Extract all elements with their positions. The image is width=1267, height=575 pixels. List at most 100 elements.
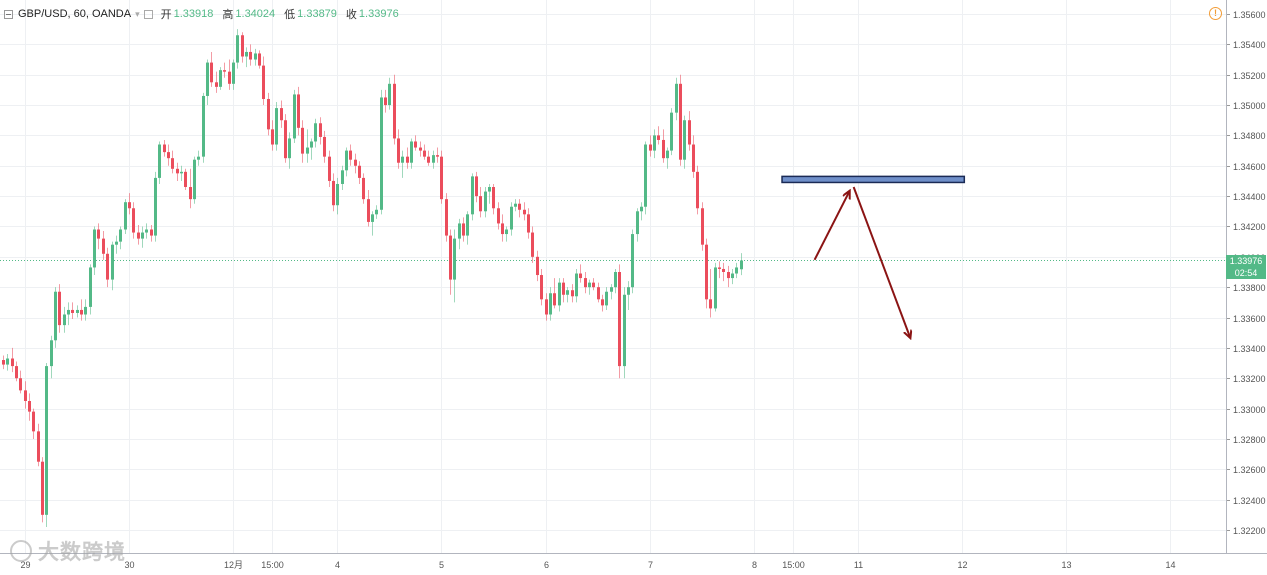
candle	[714, 262, 717, 312]
y-tick-label: 1.34200	[1233, 222, 1266, 232]
candle	[37, 423, 40, 467]
candle-body	[592, 282, 595, 288]
candle	[588, 279, 591, 295]
candle-body	[228, 71, 231, 84]
candle-body	[636, 211, 639, 235]
collapse-icon[interactable]	[4, 9, 13, 19]
candle-body	[479, 196, 482, 212]
candle	[124, 199, 127, 235]
candle	[545, 293, 548, 321]
candle-body	[132, 208, 135, 233]
candle	[432, 150, 435, 169]
candle-body	[571, 290, 574, 297]
candle-body	[193, 159, 196, 200]
candle-body	[466, 214, 469, 236]
candle	[106, 247, 109, 288]
candle-body	[354, 159, 357, 166]
candle	[310, 138, 313, 160]
resistance-zone[interactable]	[781, 175, 966, 184]
candle-body	[89, 267, 92, 307]
projection-arrow[interactable]	[852, 186, 910, 337]
candle-body	[545, 299, 548, 315]
candle-body	[41, 461, 44, 515]
y-tick-label: 1.35200	[1233, 71, 1266, 81]
candle	[683, 115, 686, 169]
candle	[111, 241, 114, 291]
candle-body	[427, 156, 430, 163]
candle	[388, 77, 391, 110]
candle	[236, 29, 239, 69]
candle-body	[566, 290, 569, 295]
candle-body	[614, 272, 617, 288]
candle	[562, 278, 565, 303]
x-tick-label: 30	[124, 560, 134, 570]
candle	[531, 226, 534, 263]
candle	[601, 294, 604, 312]
candle-body	[653, 135, 656, 151]
candle	[627, 281, 630, 310]
candle	[45, 363, 48, 527]
candle-body	[189, 187, 192, 200]
candle-body	[223, 70, 226, 72]
candle-body	[471, 176, 474, 215]
candle-body	[219, 70, 222, 87]
candle-body	[314, 123, 317, 142]
x-tick-label: 6	[544, 560, 549, 570]
candle-body	[610, 287, 613, 292]
candle	[71, 302, 74, 320]
candle-body	[531, 232, 534, 257]
candle-body	[58, 291, 61, 326]
candle	[423, 144, 426, 160]
candle	[267, 92, 270, 136]
candle-body	[384, 97, 387, 106]
candle	[67, 302, 70, 326]
candle	[514, 199, 517, 212]
candle	[705, 238, 708, 309]
candle-body	[97, 229, 100, 239]
alert-icon[interactable]: !	[1209, 7, 1222, 20]
y-tick-label: 1.33200	[1233, 374, 1266, 384]
candle-body	[301, 127, 304, 154]
drawings[interactable]	[781, 175, 966, 337]
candle	[254, 48, 257, 66]
candle	[154, 171, 157, 242]
candle-body	[367, 199, 370, 222]
candle	[41, 457, 44, 523]
candle-body	[11, 358, 14, 367]
candle	[293, 89, 296, 143]
candle	[492, 183, 495, 215]
candle	[631, 229, 634, 294]
y-tick-label: 1.34600	[1233, 162, 1266, 172]
x-tick-label: 12	[957, 560, 967, 570]
y-tick-label: 1.33000	[1233, 405, 1266, 415]
candle-body	[627, 287, 630, 295]
candle	[319, 117, 322, 145]
candle-body	[362, 177, 365, 200]
watermark: 大数跨境	[10, 536, 126, 566]
candle	[419, 141, 422, 157]
candle	[63, 306, 66, 333]
candle-body	[232, 62, 235, 84]
symbol-label[interactable]: GBP/USD, 60, OANDA	[18, 8, 132, 20]
settings-icon[interactable]	[143, 9, 153, 19]
candle	[32, 408, 35, 439]
chevron-down-icon[interactable]: ▾	[135, 8, 140, 19]
candle-body	[688, 120, 691, 145]
candle-body	[306, 147, 309, 154]
candle-body	[440, 156, 443, 200]
projection-arrow[interactable]	[813, 192, 850, 261]
candle	[215, 71, 218, 93]
candle-body	[84, 306, 87, 315]
candle-body	[145, 229, 148, 233]
candle	[206, 59, 209, 106]
candle-body	[518, 203, 521, 210]
candle	[210, 51, 213, 87]
symbol-legend: GBP/USD, 60, OANDA ▾ 开 1.33918 高 1.34024 低…	[4, 5, 408, 23]
candle	[2, 355, 5, 370]
candle	[249, 44, 252, 66]
candle-body	[2, 360, 5, 365]
candle	[549, 287, 552, 321]
x-tick-label: 11	[854, 560, 863, 570]
